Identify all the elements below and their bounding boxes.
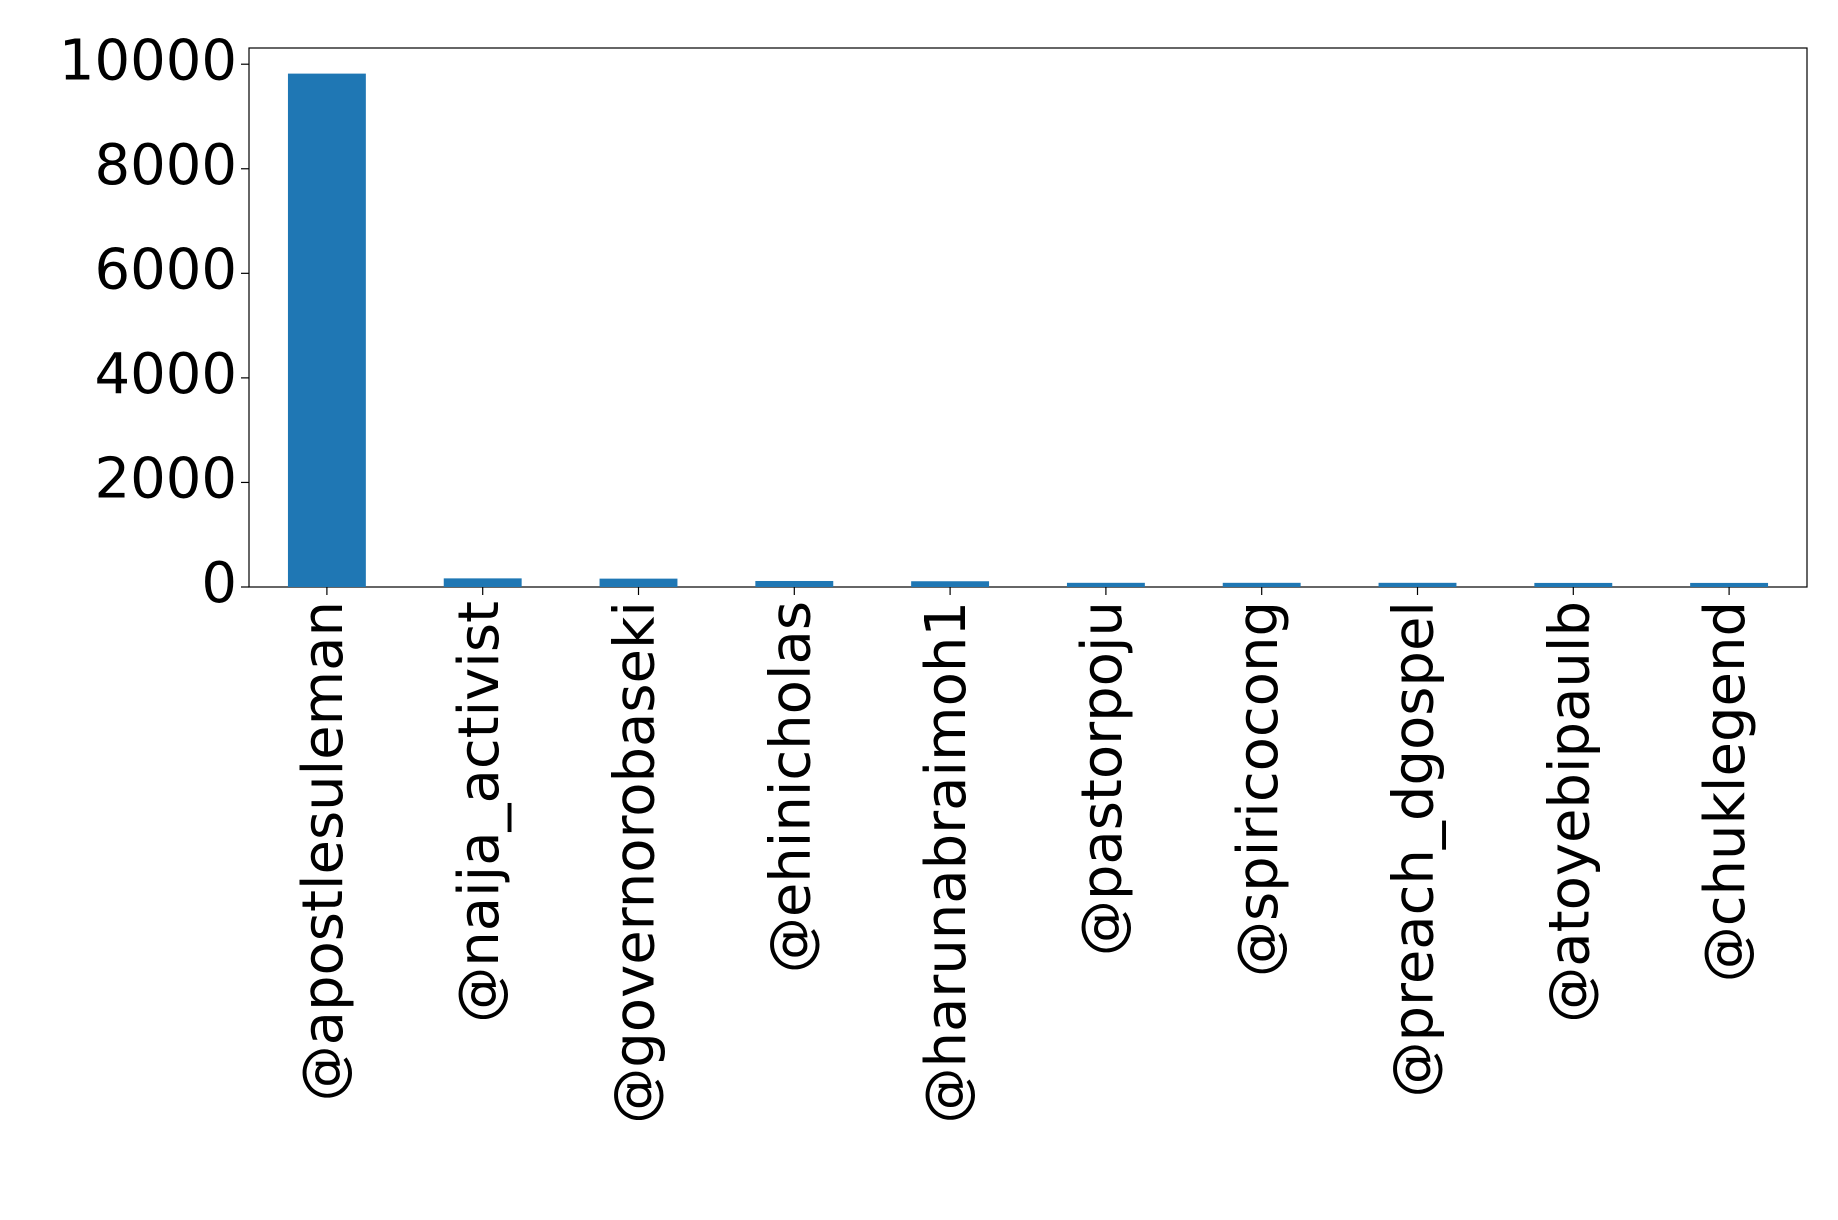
y-tick-label: 4000 <box>94 342 237 407</box>
bar <box>1378 582 1457 587</box>
x-tick-label: @spiricocong <box>1226 601 1291 977</box>
bar <box>1534 582 1613 587</box>
x-tick-label: @atoyebipaulb <box>1537 601 1602 1023</box>
x-tick-label: @governorobaseki <box>603 601 668 1124</box>
bar <box>1222 582 1301 587</box>
y-tick-label: 8000 <box>94 133 237 198</box>
x-tick-label: @apostlesuleman <box>291 601 356 1101</box>
bar <box>1690 582 1769 587</box>
y-tick-label: 10000 <box>59 28 237 93</box>
x-tick-label: @preach_dgospel <box>1382 601 1447 1097</box>
bar <box>755 580 834 587</box>
x-tick-label: @naija_activist <box>447 601 512 1023</box>
y-tick-label: 0 <box>201 551 237 616</box>
bar <box>287 73 366 587</box>
x-tick-label: @harunabraimoh1 <box>914 601 979 1124</box>
x-tick-label: @ehinicholas <box>758 601 823 973</box>
bar <box>599 578 678 587</box>
y-tick-label: 2000 <box>94 447 237 512</box>
x-tick-label: @chuklegend <box>1693 601 1758 982</box>
y-tick-label: 6000 <box>94 237 237 302</box>
bar <box>1066 582 1145 587</box>
plot-frame <box>248 47 1808 588</box>
x-tick-label: @pastorpoju <box>1070 601 1135 956</box>
bar <box>911 581 990 587</box>
bar <box>443 578 522 587</box>
